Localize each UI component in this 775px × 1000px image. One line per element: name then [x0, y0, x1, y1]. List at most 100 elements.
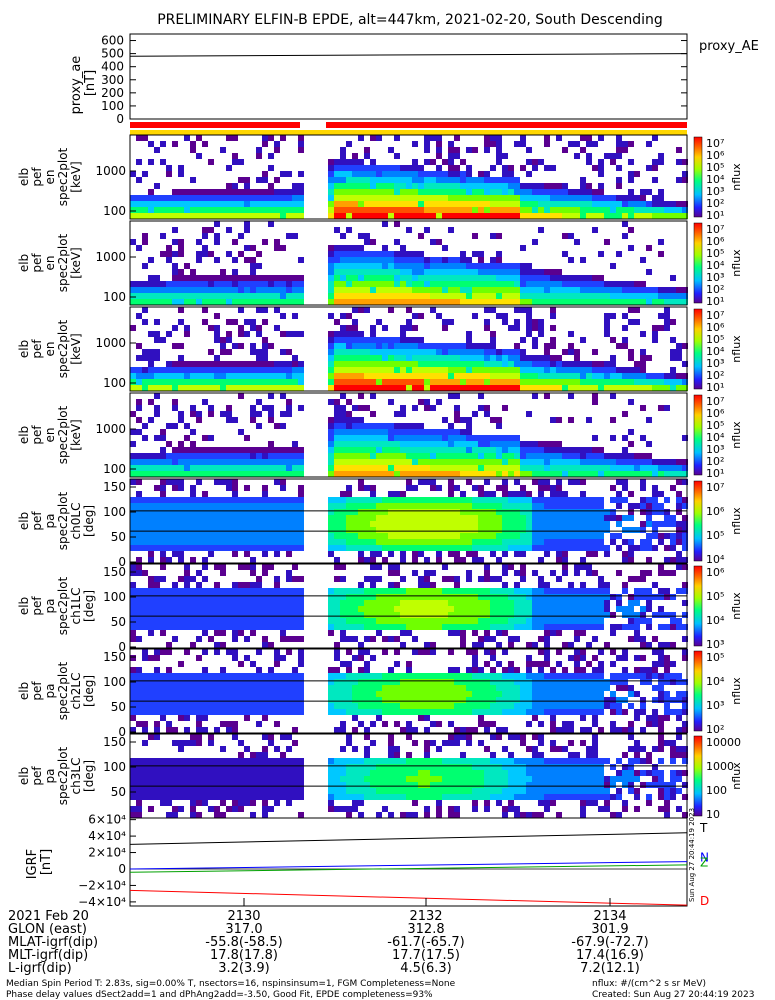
- spectrogram-cell: [676, 564, 682, 570]
- spectrogram-cell: [652, 582, 658, 588]
- spectrogram-cell: [358, 337, 364, 343]
- spectrogram-ylabel-line: en: [43, 256, 57, 271]
- spectrogram-cell: [484, 441, 490, 447]
- spectrogram-cell: [244, 465, 250, 471]
- spectrogram-cell: [448, 319, 454, 325]
- spectrogram-cell: [424, 435, 430, 441]
- spectrogram-cell: [460, 287, 466, 293]
- spectrogram-cell: [358, 195, 364, 201]
- spectrogram-cell: [388, 624, 394, 630]
- spectrogram-cell: [604, 588, 610, 594]
- spectrogram-cell: [406, 423, 412, 429]
- spectrogram-cell: [178, 269, 184, 275]
- spectrogram-cell: [184, 465, 190, 471]
- spectrogram-cell: [328, 183, 334, 189]
- spectrogram-cell: [136, 459, 142, 465]
- spectrogram-cell: [190, 287, 196, 293]
- spectrogram-cell: [544, 471, 550, 477]
- spectrogram-cell: [478, 263, 484, 269]
- spectrogram-cell: [280, 275, 286, 281]
- spectrogram-cell: [154, 545, 160, 551]
- spectrogram-cell: [658, 287, 664, 293]
- spectrogram-cell: [472, 642, 478, 648]
- spectrogram-cell: [250, 361, 256, 367]
- spectrogram-cell: [670, 557, 676, 563]
- spectrogram-cell: [478, 533, 484, 539]
- spectrogram-cell: [538, 588, 544, 594]
- spectrogram-cell: [334, 497, 340, 503]
- spectrogram-cell: [466, 441, 472, 447]
- spectrogram-cell: [232, 299, 238, 305]
- spectrogram-cell: [508, 497, 514, 503]
- spectrogram-cell: [622, 551, 628, 557]
- spectrogram-cell: [628, 429, 634, 435]
- spectrogram-cell: [628, 453, 634, 459]
- spectrogram-cell: [514, 491, 520, 497]
- spectrogram-cell: [352, 307, 358, 313]
- spectrogram-cell: [274, 655, 280, 661]
- spectrogram-cell: [514, 269, 520, 275]
- spectrogram-cell: [496, 355, 502, 361]
- spectrogram-cell: [328, 465, 334, 471]
- spectrogram-cell: [244, 521, 250, 527]
- spectrogram-cell: [214, 509, 220, 515]
- spectrogram-cell: [202, 251, 208, 257]
- spectrogram-cell: [190, 503, 196, 509]
- spectrogram-cell: [604, 201, 610, 207]
- spectrogram-cell: [346, 313, 352, 319]
- spectrogram-cell: [532, 393, 538, 399]
- spectrogram-cell: [442, 379, 448, 385]
- spectrogram-cell: [520, 527, 526, 533]
- spectrogram-cell: [340, 171, 346, 177]
- spectrogram-cell: [604, 527, 610, 533]
- spectrogram-cell: [268, 153, 274, 159]
- spectrogram-cell: [244, 551, 250, 557]
- spectrogram-cell: [220, 642, 226, 648]
- spectrogram-cell: [472, 233, 478, 239]
- spectrogram-cell: [274, 612, 280, 618]
- spectrogram-cell: [418, 275, 424, 281]
- spectrogram-cell: [160, 509, 166, 515]
- spectrogram-cell: [652, 491, 658, 497]
- spectrogram-cell: [160, 576, 166, 582]
- spectrogram-cell: [508, 588, 514, 594]
- spectrogram-cell: [202, 465, 208, 471]
- spectrogram-cell: [352, 509, 358, 515]
- spectrogram-cell: [520, 373, 526, 379]
- spectrogram-cell: [358, 539, 364, 545]
- spectrogram-cell: [430, 570, 436, 576]
- spectrogram-cell: [340, 257, 346, 263]
- spectrogram-cell: [466, 435, 472, 441]
- spectrogram-cell: [220, 709, 226, 715]
- colorbar-tick-label: 10⁷: [706, 223, 724, 236]
- spectrogram-cell: [622, 313, 628, 319]
- spectrogram-cell: [634, 503, 640, 509]
- spectrogram-cell: [358, 582, 364, 588]
- spectrogram-cell: [640, 281, 646, 287]
- spectrogram-cell: [172, 527, 178, 533]
- spectrogram-cell: [478, 471, 484, 477]
- spectrogram-cell: [598, 521, 604, 527]
- spectrogram-panel-4: 1000100elbpefenspec2plot[keV]10⁷10⁶10⁵10…: [17, 392, 743, 480]
- spectrogram-cell: [274, 447, 280, 453]
- spectrogram-cell: [340, 405, 346, 411]
- spectrogram-cell: [292, 612, 298, 618]
- spectrogram-cell: [502, 171, 508, 177]
- spectrogram-cell: [634, 588, 640, 594]
- spectrogram-ylabel-line: pef: [30, 253, 44, 273]
- spectrogram-cell: [166, 195, 172, 201]
- spectrogram-cell: [532, 355, 538, 361]
- spectrogram-cell: [172, 539, 178, 545]
- spectrogram-cell: [370, 545, 376, 551]
- spectrogram-cell: [478, 349, 484, 355]
- spectrogram-cell: [184, 385, 190, 391]
- spectrogram-cell: [190, 497, 196, 503]
- spectrogram-cell: [280, 459, 286, 465]
- spectrogram-cell: [184, 679, 190, 685]
- spectrogram-cell: [574, 471, 580, 477]
- spectrogram-cell: [676, 533, 682, 539]
- spectrogram-cell: [568, 281, 574, 287]
- spectrogram-cell: [364, 557, 370, 563]
- spectrogram-frame: [129, 563, 688, 649]
- spectrogram-cell: [556, 509, 562, 515]
